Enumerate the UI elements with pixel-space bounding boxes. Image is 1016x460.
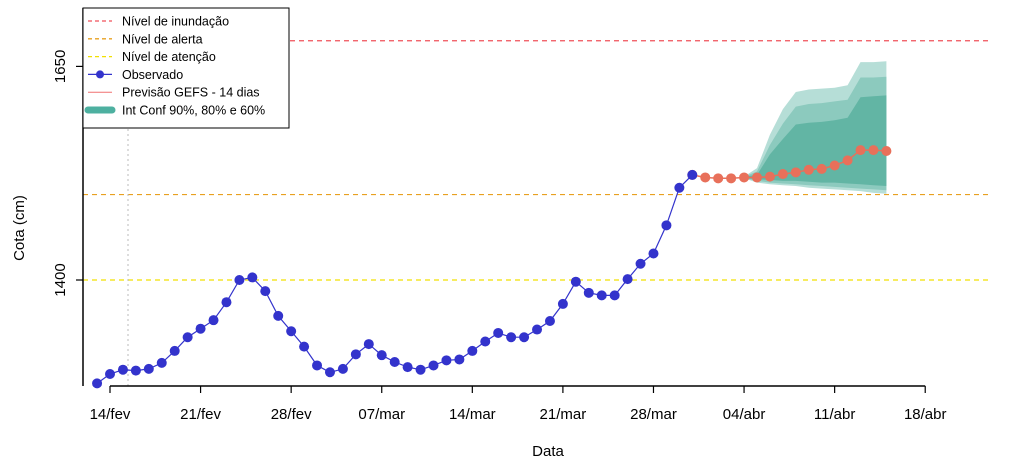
forecast-point — [790, 167, 801, 178]
y-tick-label: 1400 — [52, 263, 69, 296]
legend-item: Nível de inundação — [88, 15, 229, 29]
observed-point — [195, 323, 206, 334]
observed-point — [493, 327, 504, 338]
forecast-point — [855, 145, 866, 156]
observed-series — [92, 169, 698, 389]
x-tick-label: 07/mar — [358, 406, 405, 423]
observed-point — [117, 364, 128, 375]
observed-point — [324, 367, 335, 378]
legend-label: Observado — [122, 68, 183, 82]
legend-item: Observado — [88, 68, 183, 82]
forecast-point — [829, 160, 840, 171]
observed-point — [92, 378, 103, 389]
forecast-point — [868, 145, 879, 156]
observed-point — [583, 287, 594, 298]
x-tick-label: 18/abr — [904, 406, 947, 423]
observed-point — [143, 363, 154, 374]
observed-point — [519, 332, 530, 343]
observed-point — [169, 345, 180, 356]
forecast-point — [739, 172, 750, 183]
observed-point — [441, 355, 452, 366]
forecast-point — [764, 171, 775, 182]
legend-swatch-point — [96, 70, 104, 79]
observed-point — [389, 357, 400, 368]
observed-point — [661, 220, 672, 231]
observed-line — [96, 174, 693, 384]
forecast-point — [713, 173, 724, 184]
observed-point — [130, 365, 141, 376]
forecast-point — [777, 169, 788, 180]
legend-item: Int Conf 90%, 80% e 60% — [84, 104, 265, 118]
legend: Nível de inundação Nível de alerta Nível d… — [82, 7, 290, 129]
observed-point — [156, 357, 167, 368]
confidence-bands — [744, 61, 887, 194]
observed-point — [570, 276, 581, 287]
legend-label: Int Conf 90%, 80% e 60% — [122, 104, 265, 118]
observed-point — [674, 182, 685, 193]
observed-point — [544, 316, 555, 327]
y-tick-label: 1650 — [52, 50, 69, 83]
legend-label: Previsão GEFS - 14 dias — [122, 86, 260, 100]
forecast-point — [881, 145, 892, 156]
observed-point — [557, 298, 568, 309]
observed-point — [480, 336, 491, 347]
legend-item: Previsão GEFS - 14 dias — [88, 86, 260, 100]
observed-point — [286, 326, 297, 337]
forecast-point — [726, 173, 737, 184]
observed-point — [363, 339, 374, 350]
x-tick-label: 21/mar — [540, 406, 587, 423]
observed-point — [221, 297, 232, 308]
legend-label: Nível de inundação — [122, 15, 229, 29]
forecast-point — [752, 172, 762, 183]
axes: 14/fev 21/fev 28/fev 07/mar 14/mar 21/mar 28/m… — [52, 8, 946, 423]
forecast-point — [816, 163, 827, 174]
x-tick-label: 14/mar — [449, 406, 496, 423]
observed-point — [273, 310, 284, 321]
x-tick-label: 28/mar — [630, 406, 677, 423]
observed-point — [260, 286, 271, 297]
observed-point — [105, 368, 115, 379]
observed-point — [247, 272, 258, 283]
forecast-point — [700, 172, 711, 183]
legend-item: Nível de atenção — [88, 50, 216, 64]
observed-point — [350, 349, 361, 360]
observed-point — [609, 290, 620, 301]
observed-point — [208, 315, 219, 326]
observed-point — [687, 169, 698, 180]
forecast-series — [687, 145, 892, 184]
observed-point — [182, 332, 193, 343]
observed-point — [428, 360, 439, 371]
observed-point — [622, 274, 633, 285]
x-axis-title: Data — [532, 443, 564, 460]
observed-point — [376, 350, 387, 361]
legend-label: Nível de atenção — [122, 50, 216, 64]
observed-point — [648, 248, 659, 259]
observed-point — [415, 364, 426, 375]
observed-point — [454, 354, 465, 365]
observed-point — [467, 345, 478, 356]
forecast-point — [842, 155, 853, 166]
observed-point — [402, 362, 413, 373]
x-tick-label: 11/abr — [814, 406, 855, 423]
observed-point — [337, 363, 348, 374]
x-tick-label: 21/fev — [180, 406, 221, 423]
x-tick-label: 14/fev — [90, 406, 131, 423]
observed-point — [596, 290, 607, 301]
forecast-point — [803, 164, 814, 175]
observed-point — [299, 341, 310, 352]
x-tick-label: 28/fev — [271, 406, 312, 423]
y-axis-title: Cota (cm) — [11, 195, 28, 261]
observed-point — [635, 258, 646, 269]
forecast-line — [692, 149, 887, 180]
observed-point — [532, 324, 543, 335]
observed-point — [312, 360, 323, 371]
observed-point — [506, 332, 517, 343]
legend-box — [82, 7, 290, 129]
legend-label: Nível de alerta — [122, 32, 203, 46]
x-tick-label: 04/abr — [723, 406, 766, 423]
legend-item: Nível de alerta — [88, 32, 203, 46]
observed-point — [234, 275, 245, 285]
